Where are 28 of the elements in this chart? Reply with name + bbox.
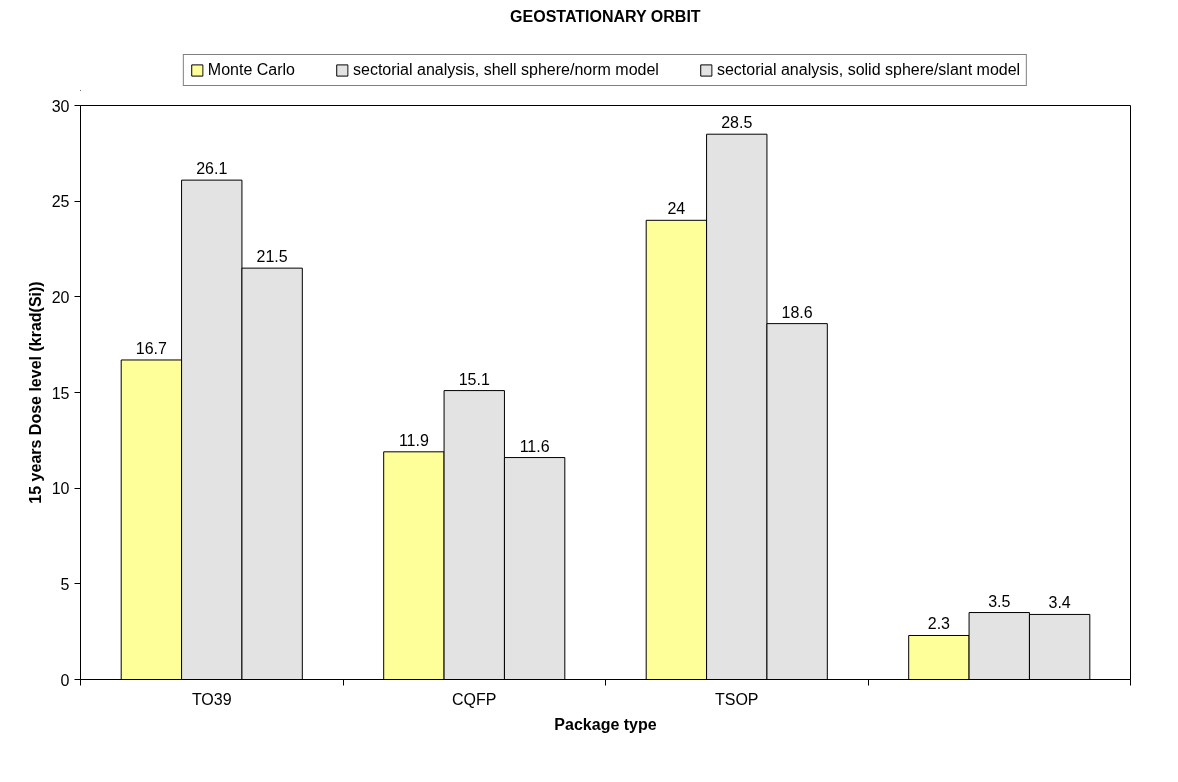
data-label: 21.5 bbox=[256, 248, 288, 266]
y-tick-label: 30 bbox=[51, 97, 70, 115]
legend-label: sectorial analysis, solid sphere/slant model bbox=[716, 61, 1021, 79]
x-axis-title: Package type bbox=[554, 715, 657, 733]
data-label: 3.5 bbox=[988, 592, 1011, 610]
data-label: 11.9 bbox=[398, 431, 429, 449]
x-tick-label: CQFP bbox=[452, 690, 497, 708]
y-tick-label: 20 bbox=[51, 288, 70, 306]
y-tick-label: 15 bbox=[51, 384, 70, 402]
legend-label: Monte Carlo bbox=[207, 61, 295, 79]
data-label: 24 bbox=[667, 200, 686, 218]
data-label: 26.1 bbox=[196, 160, 228, 178]
chart-title: GEOSTATIONARY ORBIT bbox=[510, 7, 701, 25]
data-label: 18.6 bbox=[781, 303, 813, 321]
data-label: 3.4 bbox=[1048, 594, 1071, 612]
data-label: 11.6 bbox=[519, 437, 550, 455]
x-tick-label: TO39 bbox=[191, 690, 232, 708]
y-tick-label: 25 bbox=[51, 193, 70, 211]
y-tick-label: 5 bbox=[60, 575, 70, 593]
x-tick-label: TSOP bbox=[714, 690, 759, 708]
y-tick-label: 10 bbox=[51, 480, 70, 498]
data-label: 28.5 bbox=[721, 114, 753, 132]
y-axis-title: 15 years Dose level (krad(Si)) bbox=[26, 281, 44, 504]
data-label: 16.7 bbox=[135, 339, 168, 357]
y-tick-label: 0 bbox=[60, 671, 70, 689]
data-label: 2.3 bbox=[927, 615, 951, 633]
legend-label: sectorial analysis, shell sphere/norm model bbox=[352, 61, 659, 79]
data-label: 15.1 bbox=[458, 370, 490, 388]
